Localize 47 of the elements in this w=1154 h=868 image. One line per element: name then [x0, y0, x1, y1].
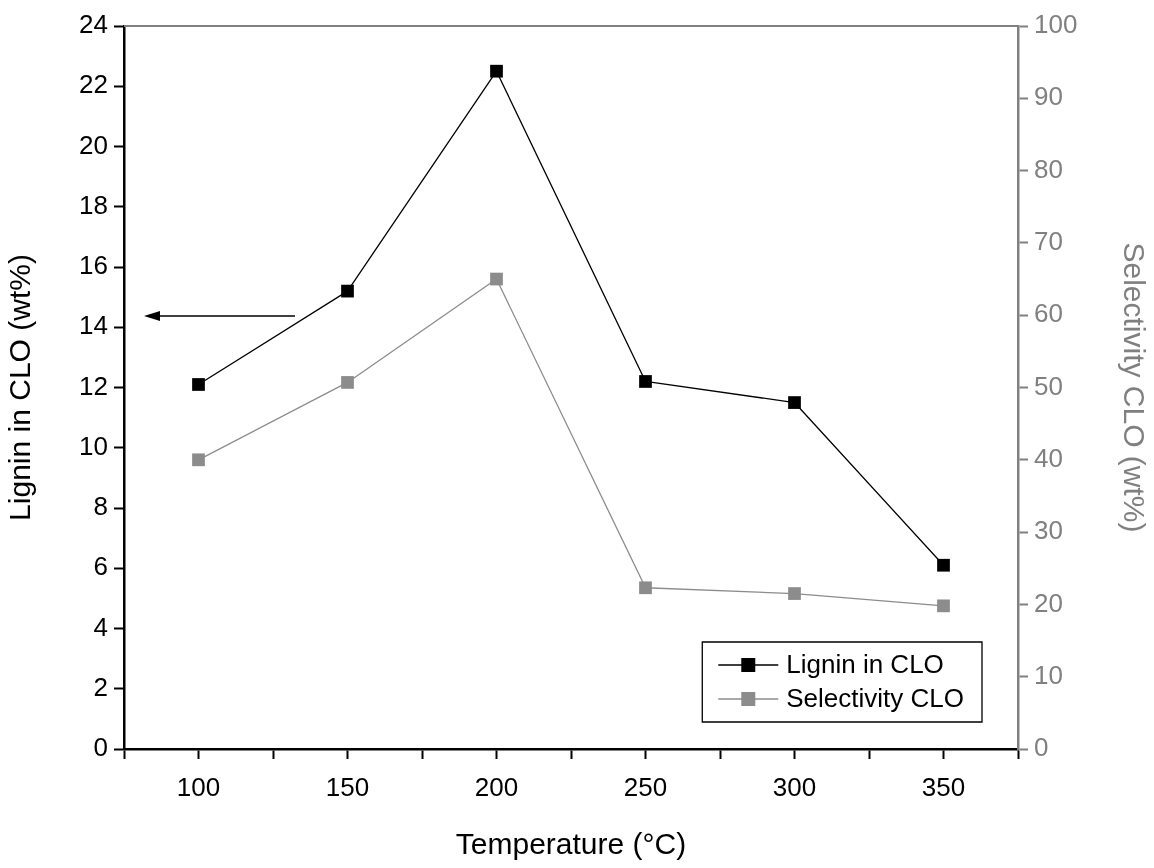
y-tick-label: 22 [79, 69, 108, 100]
y2-tick-label: 30 [1034, 515, 1063, 546]
y2-tick-label: 0 [1034, 732, 1049, 763]
y-tick-label: 10 [79, 430, 108, 461]
y2-tick-label: 10 [1034, 659, 1063, 690]
y-tick-label: 18 [79, 189, 108, 220]
point [639, 581, 652, 595]
y-tick-label: 14 [79, 310, 108, 341]
y2-tick-label: 80 [1034, 153, 1063, 184]
point [937, 599, 950, 613]
y-tick-label: 16 [79, 250, 108, 281]
point [788, 587, 801, 600]
y2-tick-label: 60 [1034, 298, 1063, 329]
point [937, 558, 950, 572]
legend-label: Lignin in CLO [786, 649, 944, 680]
point [490, 64, 503, 78]
x-tick-label: 150 [325, 771, 370, 802]
point [192, 453, 205, 467]
y-tick-label: 8 [93, 491, 108, 522]
y-axis-title: Lignin in CLO (wt%) [3, 254, 37, 521]
point [341, 376, 354, 389]
legend-label: Selectivity CLO [786, 683, 965, 714]
x-tick-label: 350 [921, 771, 966, 802]
y2-axis-title: Selectivity CLO (wt%) [1117, 242, 1151, 533]
point [192, 378, 205, 391]
x-tick-label: 250 [623, 771, 668, 802]
y2-tick-label: 70 [1034, 226, 1063, 257]
y-tick-label: 12 [79, 370, 108, 401]
point [490, 272, 503, 286]
y2-tick-label: 40 [1034, 442, 1063, 473]
point [788, 396, 801, 409]
y-tick-label: 0 [93, 732, 108, 763]
y2-tick-label: 20 [1034, 587, 1063, 618]
y-tick-label: 6 [93, 551, 108, 582]
y-tick-label: 24 [79, 9, 108, 40]
point [639, 375, 652, 388]
x-axis-title: Temperature (°C) [455, 827, 687, 861]
x-tick-label: 200 [474, 771, 519, 802]
y-tick-label: 4 [93, 611, 108, 642]
y2-tick-label: 100 [1034, 9, 1078, 40]
y-tick-label: 2 [93, 671, 108, 702]
y-tick-label: 20 [79, 129, 108, 160]
point [341, 284, 354, 298]
x-tick-label: 300 [772, 771, 817, 802]
y2-tick-label: 90 [1034, 81, 1063, 112]
x-tick-label: 100 [176, 771, 221, 802]
y2-tick-label: 50 [1034, 370, 1063, 401]
